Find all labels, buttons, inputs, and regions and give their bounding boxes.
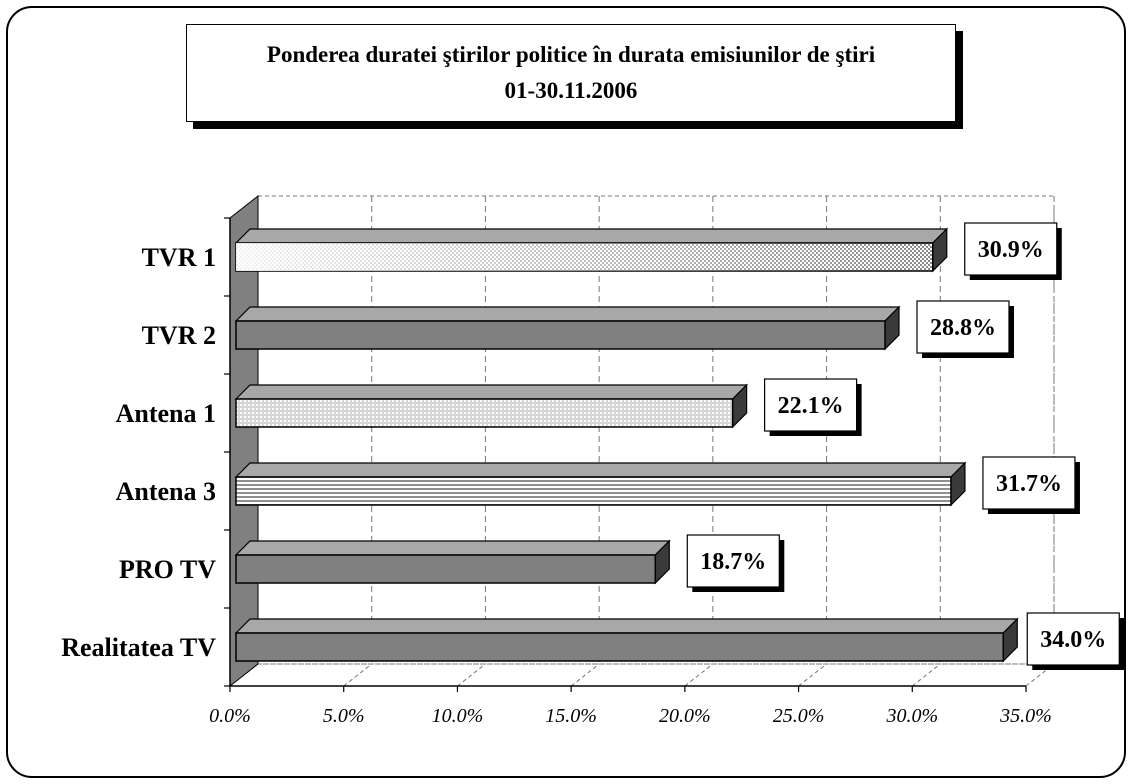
bar — [235, 398, 734, 428]
value-label-box — [1026, 612, 1120, 666]
bar-highlight — [236, 243, 933, 271]
data-label: 31.7% — [996, 471, 1062, 497]
x-tick-label: 20.0% — [659, 705, 711, 727]
axis-layer: 0.0% 5.0% 10.0% 15.0% 20.0% 25.0% 30.0% 35.0% — [209, 217, 1052, 727]
data-label: 30.9% — [978, 237, 1044, 263]
chart-title: Ponderea duratei ştirilor politice în du… — [266, 42, 876, 67]
x-tick-label: 5.0% — [323, 705, 365, 727]
bar-top-face — [234, 228, 949, 244]
category-label: TVR 2 — [142, 321, 216, 350]
floor-gridline — [457, 663, 486, 687]
value-label-box — [916, 300, 1010, 354]
value-label-box — [764, 378, 858, 432]
floor-gridline — [911, 663, 941, 687]
value-label-box — [982, 456, 1076, 510]
bar-top-face — [234, 306, 901, 322]
x-tick-label: 30.0% — [885, 705, 938, 727]
floor-gridline — [343, 663, 373, 687]
value-label-box — [686, 534, 780, 588]
category-label: TVR 1 — [142, 243, 216, 272]
chart-subtitle: 01-30.11.2006 — [504, 78, 638, 103]
bar-top-face — [234, 462, 967, 478]
floor-gridline — [798, 663, 827, 687]
category-label: PRO TV — [119, 555, 216, 584]
data-label: 18.7% — [700, 549, 766, 575]
bars-layer — [234, 227, 1019, 663]
floor-gridline — [684, 663, 714, 687]
chart-title-box: Ponderea duratei ştirilor politice în du… — [186, 24, 956, 122]
x-tick-label: 0.0% — [209, 705, 251, 727]
category-label: Realitatea TV — [61, 633, 216, 662]
x-tick-label: 10.0% — [432, 705, 484, 727]
data-label: 34.0% — [1040, 627, 1106, 653]
labels-layer: TVR 1 30.9% TVR 2 28.8% Antena 1 22.1% Antena … — [61, 222, 1125, 670]
value-label-box — [964, 222, 1058, 276]
x-tick-label: 35.0% — [999, 705, 1052, 727]
bar — [235, 632, 1005, 662]
bar — [235, 476, 952, 506]
bar-top-face — [234, 540, 671, 556]
bar-top-face — [234, 618, 1019, 634]
x-tick-label: 25.0% — [773, 705, 825, 727]
bar — [235, 320, 886, 350]
x-tick-label: 15.0% — [545, 705, 597, 727]
floor-gridline — [570, 663, 600, 687]
category-label: Antena 3 — [116, 477, 216, 506]
bar-top-face — [234, 384, 749, 400]
category-label: Antena 1 — [116, 399, 216, 428]
data-label: 22.1% — [778, 393, 844, 419]
bar — [235, 554, 657, 584]
data-label: 28.8% — [930, 315, 996, 341]
